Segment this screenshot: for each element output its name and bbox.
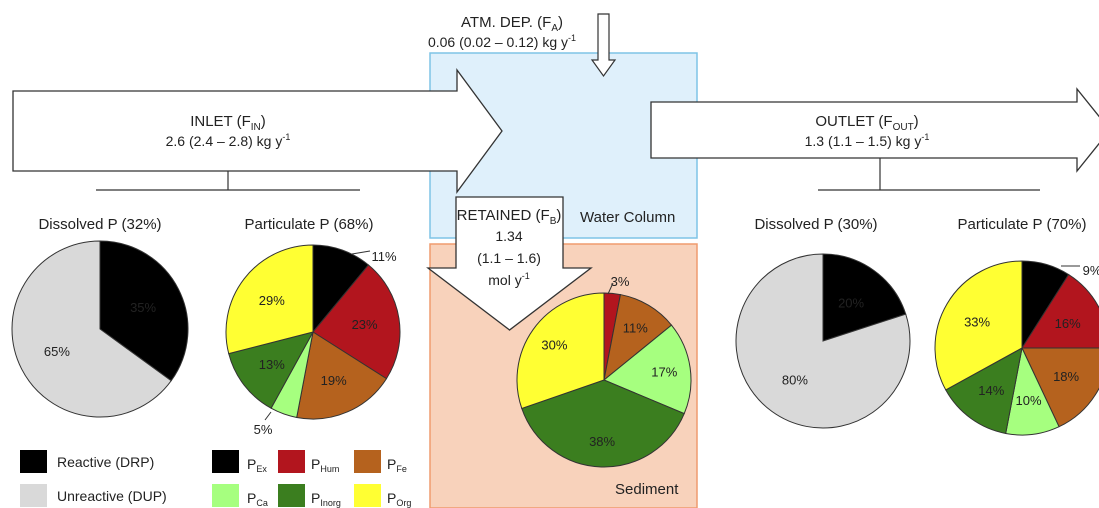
inlet-dissolved-slice-reactive-drp	[99, 240, 189, 382]
outlet-particulate-label-org: 33%	[964, 314, 990, 329]
legend-label-drp: Reactive (DRP)	[57, 454, 154, 470]
outlet-value: 1.3 (1.1 – 1.5) kg y-1	[805, 132, 930, 149]
leader-line-11pct	[351, 250, 371, 255]
legend-swatch-org	[354, 484, 381, 507]
sediment-label: Sediment	[615, 481, 679, 498]
outlet-title: OUTLET (FOUT)	[815, 113, 918, 133]
atm-deposition-title: ATM. DEP. (FA)	[461, 14, 563, 34]
legend-label-ex: PEx	[247, 456, 267, 474]
outlet-arrow	[650, 87, 1099, 173]
legend-swatch-hum	[278, 450, 305, 473]
outlet-particulate-slice-org	[934, 260, 1023, 391]
retained-unit: mol y-1	[488, 271, 529, 288]
sediment-label-ca: 17%	[651, 364, 677, 379]
inlet-particulate-slice-fe	[296, 331, 388, 420]
retained-title: RETAINED (FB)	[457, 207, 562, 227]
leader-line-5pct	[264, 411, 272, 421]
inlet-particulate-slice-org	[225, 244, 314, 355]
inlet-arrow	[12, 68, 503, 194]
outlet-particulate-label-ca: 10%	[1015, 393, 1041, 408]
inlet-particulate-label-fe: 19%	[321, 373, 347, 388]
retained-range: (1.1 – 1.6)	[477, 250, 541, 266]
sediment-slice-ca	[603, 324, 692, 415]
legend-swatch-fe	[354, 450, 381, 473]
sediment-slice-inorg	[521, 379, 685, 468]
outlet-dissolved-slice-reactive-drp	[822, 253, 907, 342]
outlet-particulate-slice-fe	[1021, 347, 1099, 428]
legend-swatch-dup	[20, 484, 47, 507]
inlet-particulate-label-org: 29%	[259, 293, 285, 308]
inlet-dissolved-label-reactive-drp: 35%	[130, 300, 156, 315]
outlet-dissolved-label-reactive-drp: 20%	[838, 295, 864, 310]
inlet-particulate-label-hum: 23%	[352, 317, 378, 332]
outlet-particulate-label-fe: 18%	[1053, 369, 1079, 384]
legend-label-dup: Unreactive (DUP)	[57, 488, 167, 504]
outlet-particulate-slice-hum	[1021, 273, 1099, 349]
outlet-particulate-header: Particulate P (70%)	[958, 216, 1087, 233]
legend-swatch-ca	[212, 484, 239, 507]
outlet-dissolved-label-unreactive-dup: 80%	[782, 373, 808, 388]
legend-label-org: POrg	[387, 490, 411, 508]
atm-deposition-arrow	[590, 13, 617, 78]
retained-value: 1.34	[495, 228, 522, 244]
outlet-dissolved-slice-unreactive-dup	[735, 253, 911, 429]
legend-label-ca: PCa	[247, 490, 268, 508]
inlet-dissolved-header: Dissolved P (32%)	[38, 216, 161, 233]
outlet-dissolved-header: Dissolved P (30%)	[754, 216, 877, 233]
outlet-particulate-label-inorg: 14%	[978, 383, 1004, 398]
outlet-bracket	[818, 158, 1040, 191]
retained-arrow	[426, 196, 593, 331]
inlet-particulate-header: Particulate P (68%)	[245, 216, 374, 233]
legend-swatch-drp	[20, 450, 47, 473]
sediment-slice-org	[516, 292, 605, 410]
sediment-label-inorg: 38%	[589, 434, 615, 449]
atm-deposition-value: 0.06 (0.02 – 0.12) kg y-1	[428, 33, 576, 50]
legend-label-inorg: PInorg	[311, 490, 341, 508]
outlet-particulate-label-hum: 16%	[1055, 316, 1081, 331]
sediment-label-hum: 3%	[611, 274, 630, 289]
inlet-title: INLET (FIN)	[190, 113, 266, 133]
outlet-particulate-slice-inorg	[945, 347, 1023, 435]
outlet-particulate-label-ex: 9%	[1083, 263, 1099, 278]
legend-swatch-inorg	[278, 484, 305, 507]
inlet-particulate-label-ex: 11%	[371, 249, 396, 264]
inlet-particulate-slice-inorg	[228, 331, 314, 409]
pie-charts: 35% 65% 11% 23% 19% 5% 13% 29% 3% 11% 17% 38% 30% 20%…	[11, 240, 1099, 468]
inlet-particulate-label-ca: 5%	[254, 422, 273, 437]
inlet-bracket	[96, 171, 360, 191]
sediment-label-fe: 11%	[623, 321, 648, 336]
legend-label-hum: PHum	[311, 456, 339, 474]
inlet-dissolved-slice-unreactive-dup	[11, 240, 172, 418]
inlet-particulate-slice-hum	[312, 264, 401, 380]
inlet-particulate-label-inorg: 13%	[259, 357, 285, 372]
inlet-dissolved-label-unreactive-dup: 65%	[44, 344, 70, 359]
water-column-label: Water Column	[580, 209, 675, 226]
sediment-label-org: 30%	[541, 338, 567, 353]
legend-label-fe: PFe	[387, 456, 407, 474]
leader-line-3pct	[607, 282, 614, 295]
inlet-value: 2.6 (2.4 – 2.8) kg y-1	[166, 132, 291, 149]
legend-swatch-ex	[212, 450, 239, 473]
